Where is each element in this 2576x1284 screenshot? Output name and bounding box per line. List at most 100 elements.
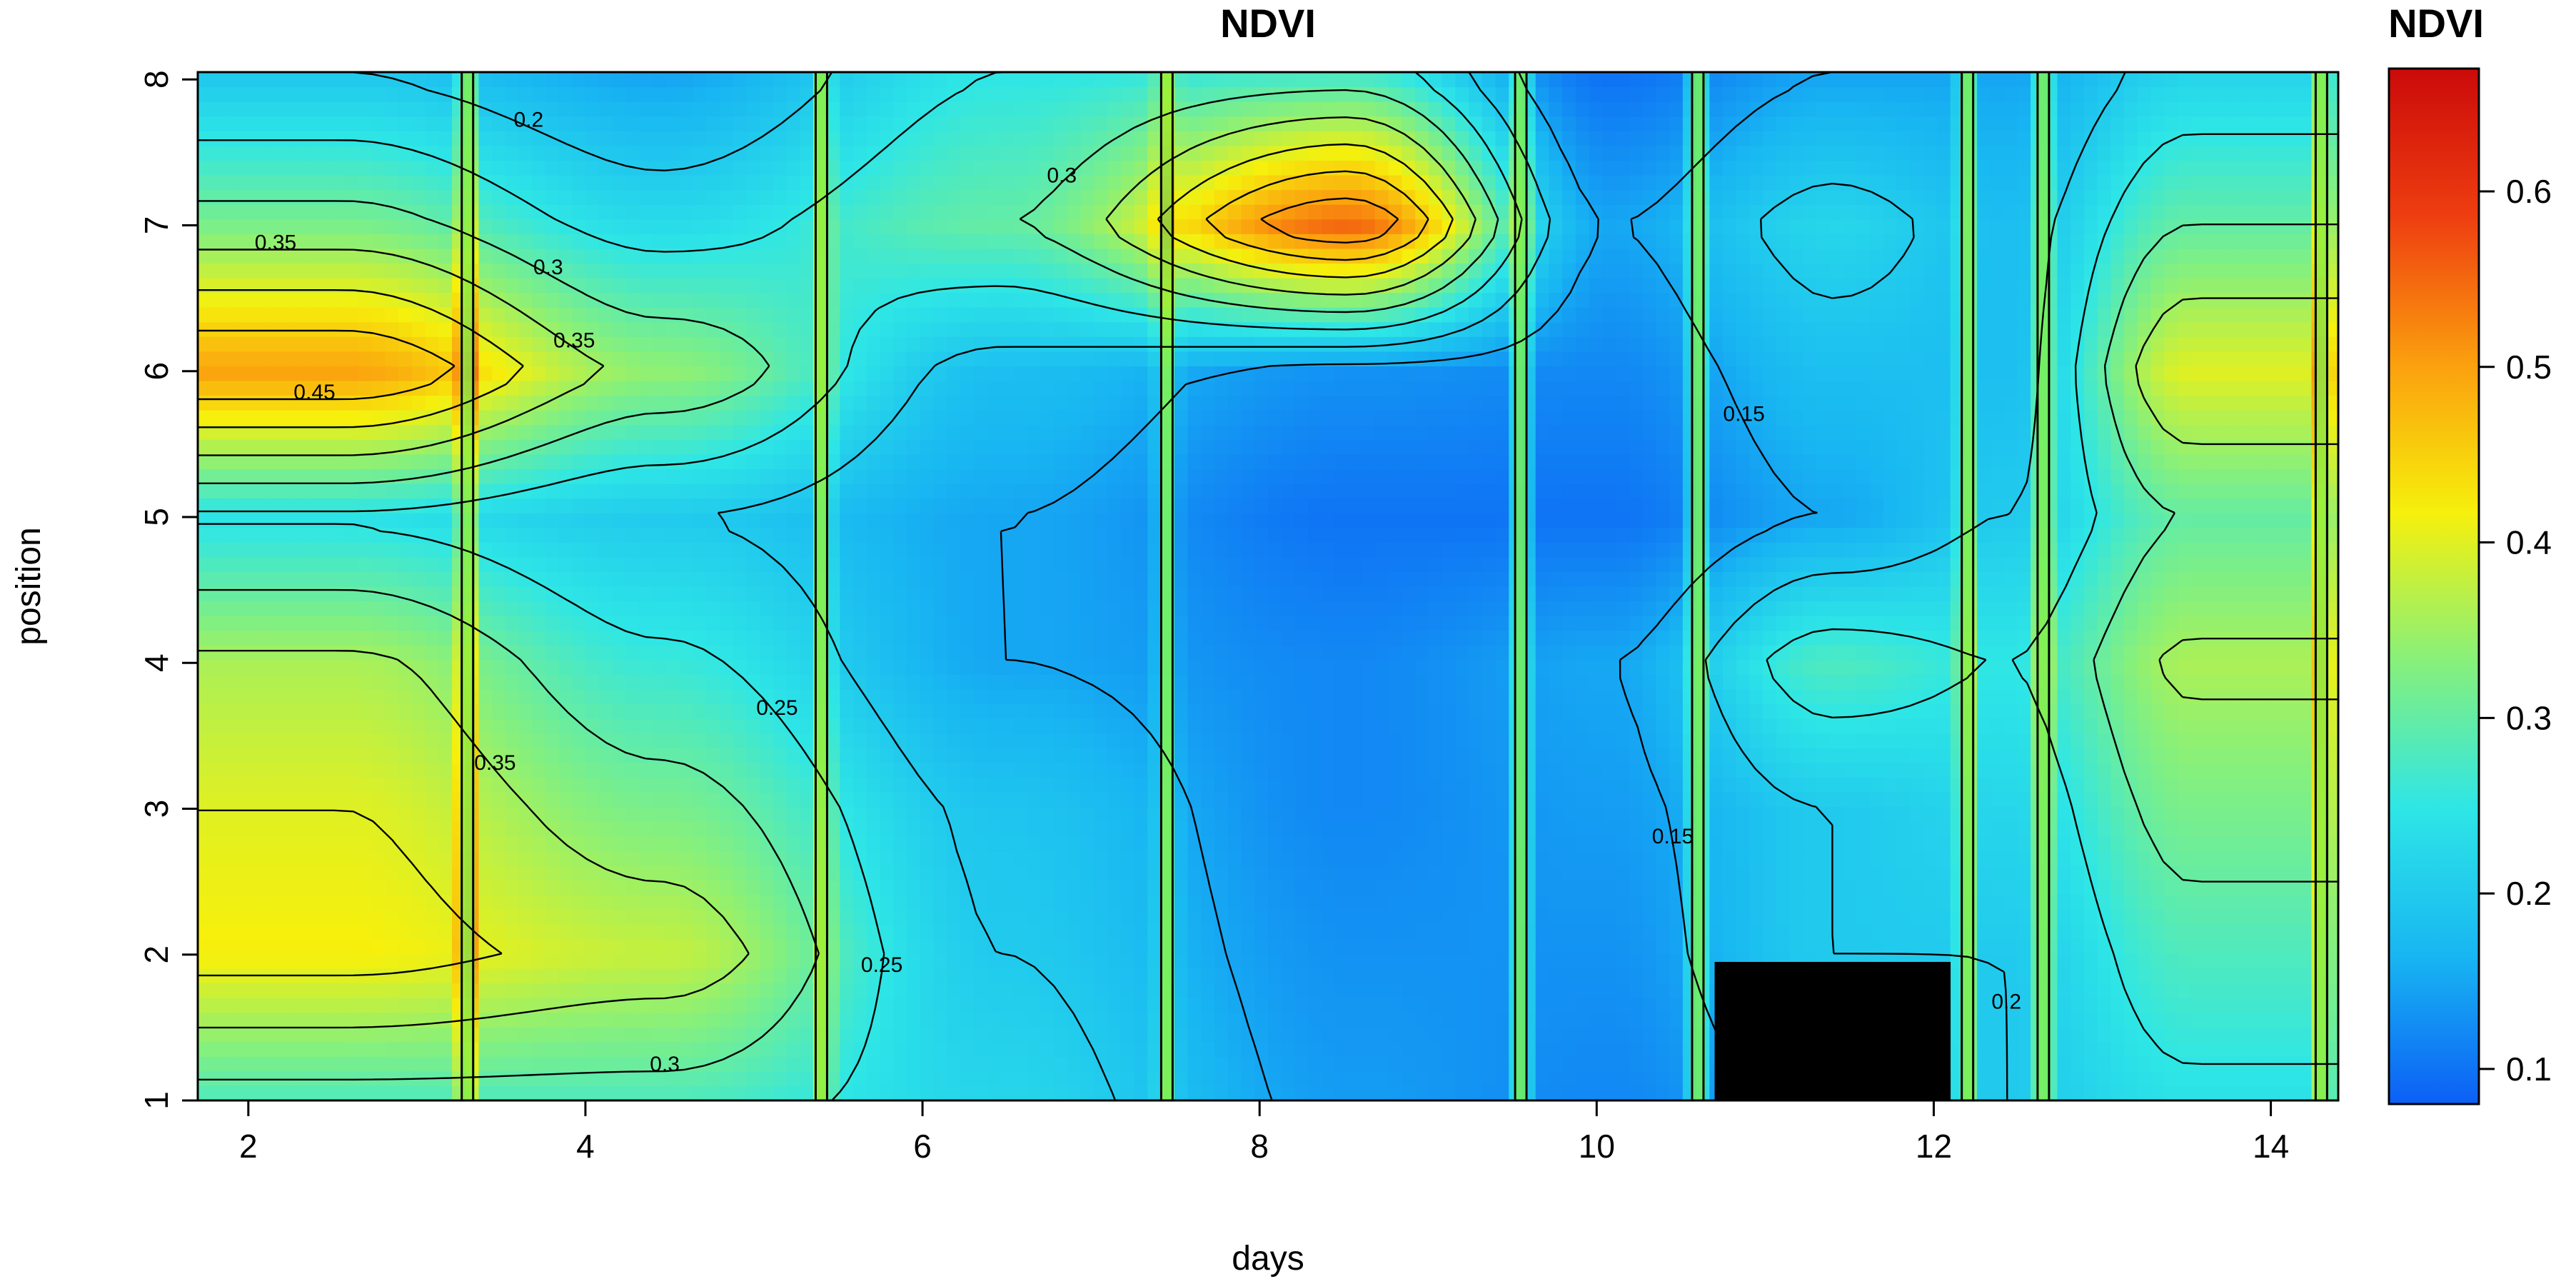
heat-cell [679,116,693,131]
heat-cell [693,851,707,866]
heat-cell [639,851,653,866]
heat-cell [733,1012,747,1028]
heat-cell [318,630,332,646]
heat-cell [585,263,600,279]
heat-cell [1000,630,1015,646]
heat-cell [585,321,600,337]
heat-cell [318,424,332,440]
heat-cell [826,616,840,631]
heat-cell [425,1027,439,1043]
heat-cell [907,175,921,191]
heat-cell [278,1041,292,1057]
heat-cell [492,1085,506,1100]
heat-cell [1013,351,1028,367]
heat-cell [947,542,961,558]
heat-cell [853,468,867,484]
heat-cell [1040,468,1055,484]
heat-cell [1147,1041,1162,1057]
heat-cell [1134,1056,1148,1072]
heat-cell [1013,145,1028,161]
heat-cell [558,748,573,763]
heat-cell [706,689,720,705]
heat-cell [880,601,894,616]
heat-cell [773,86,788,102]
heat-cell [291,381,306,396]
heat-cell [1147,865,1162,881]
heat-cell [706,1085,720,1100]
heat-cell [759,453,774,470]
heat-cell [291,601,306,616]
heat-cell [251,924,266,940]
heat-cell [960,630,975,646]
heat-cell [505,762,520,778]
heat-cell [1094,453,1108,470]
heat-cell [1040,439,1055,455]
heat-cell [1013,219,1028,234]
heat-cell [492,909,506,925]
heat-cell [907,792,921,808]
heat-cell [893,145,907,161]
heat-cell [345,101,359,117]
heat-cell [545,468,560,484]
heat-cell [572,851,586,866]
heat-cell [960,248,975,264]
heat-cell [198,645,212,661]
heat-cell [1080,571,1095,587]
heat-cell [1080,998,1095,1013]
heat-cell [599,116,613,131]
heat-cell [1134,895,1148,911]
heat-cell [304,748,319,763]
heat-cell [1067,865,1082,881]
heat-cell [933,483,947,499]
heat-cell [786,762,800,778]
heat-cell [318,821,332,837]
heat-cell [973,483,988,499]
heat-cell [866,234,881,249]
heat-cell [625,234,640,249]
heat-cell [679,836,693,851]
heat-cell [211,381,226,396]
heat-cell [1134,513,1148,528]
heat-cell [612,292,627,308]
heat-cell [411,630,426,646]
heat-cell [518,821,533,837]
heat-cell [706,806,720,822]
heat-cell [826,1085,840,1100]
heat-cell [973,145,988,161]
heat-cell [264,1056,279,1072]
heat-cell [1094,998,1108,1013]
heat-cell [1107,351,1122,367]
heat-cell [653,806,667,822]
heat-cell [759,248,774,264]
heat-cell [532,72,546,88]
heat-cell [733,645,747,661]
heat-cell [880,145,894,161]
heat-cell [251,983,266,998]
heat-cell [518,909,533,925]
heat-cell [492,806,506,822]
heat-cell [385,703,399,719]
heat-cell [1134,189,1148,205]
heat-cell [411,616,426,631]
heat-cell [973,498,988,513]
heat-cell [345,160,359,176]
heat-cell [304,762,319,778]
heat-cell [278,513,292,528]
heat-cell [800,351,814,367]
heat-cell [358,1027,373,1043]
heat-cell [532,909,546,925]
heat-cell [545,762,560,778]
heat-cell [625,307,640,323]
heat-cell [947,777,961,793]
heat-cell [773,410,788,426]
heat-cell [371,453,386,470]
heat-cell [880,542,894,558]
heat-cell [880,101,894,117]
heat-cell [1067,718,1082,734]
heat-cell [773,160,788,176]
heat-cell [425,659,439,676]
heat-cell [733,792,747,808]
heat-cell [706,998,720,1013]
heat-cell [960,321,975,337]
heat-cell [1013,453,1028,470]
